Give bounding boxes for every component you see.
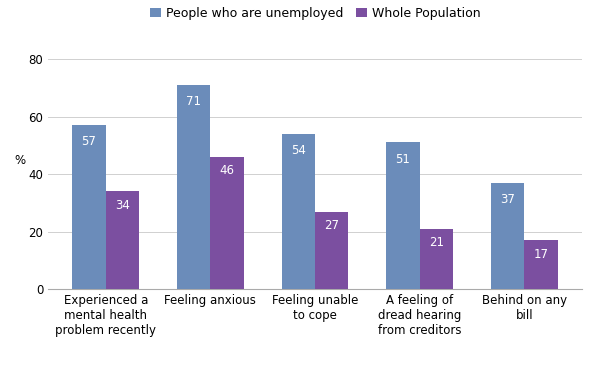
- Text: 71: 71: [186, 95, 201, 108]
- Text: 57: 57: [82, 135, 97, 148]
- Bar: [211, 157, 244, 289]
- Text: 54: 54: [291, 144, 305, 157]
- Bar: [281, 134, 315, 289]
- Text: 51: 51: [395, 152, 410, 165]
- Bar: [72, 125, 106, 289]
- Bar: [177, 85, 211, 289]
- Bar: [419, 229, 453, 289]
- Text: 37: 37: [500, 193, 515, 206]
- Legend: People who are unemployed, Whole Population: People who are unemployed, Whole Populat…: [149, 7, 481, 20]
- Bar: [106, 191, 139, 289]
- Text: 21: 21: [429, 236, 444, 249]
- Text: 46: 46: [220, 164, 235, 177]
- Text: 34: 34: [115, 198, 130, 211]
- Y-axis label: %: %: [14, 154, 25, 167]
- Text: 17: 17: [533, 247, 548, 260]
- Text: 27: 27: [324, 219, 339, 232]
- Bar: [386, 142, 419, 289]
- Bar: [315, 211, 349, 289]
- Bar: [524, 240, 558, 289]
- Bar: [491, 183, 524, 289]
